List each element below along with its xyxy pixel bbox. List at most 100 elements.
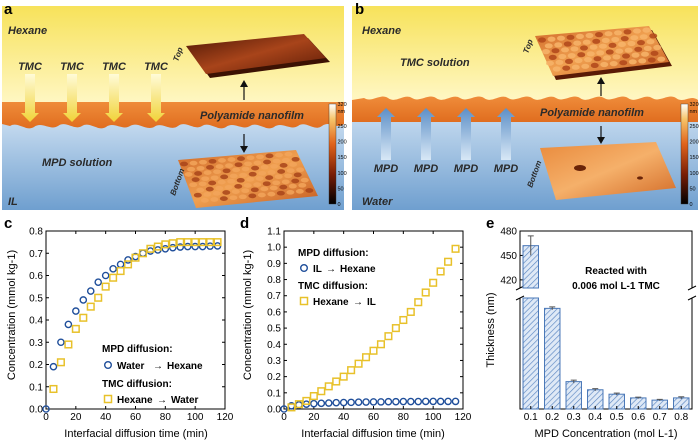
chart-c-legend-group1: MPD diffusion: <box>102 344 173 355</box>
bumpsB-grain <box>574 57 583 64</box>
bumpsB-grain <box>630 35 639 41</box>
bumpsB-grain <box>592 38 601 44</box>
bumpsA-grain <box>258 170 267 176</box>
bumpsA-grain <box>194 171 203 176</box>
bumpsB-grain <box>552 66 561 72</box>
chartC-series-0-point <box>183 242 192 251</box>
bumpsA-grain <box>253 182 262 187</box>
chartC-series-0-point <box>42 405 50 413</box>
chart-c-legend-to-1: Hexane <box>167 361 203 372</box>
chart-d-legend-marker-2 <box>299 296 309 306</box>
chart-d-legend-from-2: Hexane <box>313 297 349 308</box>
cbarB-max: 320 <box>690 102 699 108</box>
chart-e-bar <box>522 297 539 410</box>
chartD-ytick-label: 1.0 <box>267 243 281 254</box>
arrowsA-arrow <box>21 74 39 122</box>
chartD-xtick-label: 20 <box>308 412 320 423</box>
chartC-ytick-label: 0.6 <box>29 271 43 282</box>
chart-d-legend-group1: MPD diffusion: <box>298 248 369 259</box>
bumpsB-grain <box>544 43 553 49</box>
chart-c: 0 20 40 60 80 100 120 0.0 0.1 0.2 0.3 0.4 0.5 0.6 0.7 0… <box>29 227 234 424</box>
bumpsA-grain <box>193 192 202 198</box>
bumpsA-grain <box>272 180 281 186</box>
chart-d-legend-to-2: IL <box>367 297 376 308</box>
chartD-ytick-label: 0.0 <box>267 405 281 416</box>
bumpsA-grain <box>288 183 297 189</box>
chartD-series-1-point <box>287 403 296 412</box>
bumpsA-grain <box>241 166 250 172</box>
bumpsA-grain <box>284 173 293 179</box>
bumpsA-grain <box>272 158 281 164</box>
arrowsB-arrow <box>497 108 515 160</box>
bumpsB-grain <box>604 31 613 37</box>
bumpsB-grain <box>542 48 550 55</box>
bumpsA-grain <box>222 168 231 174</box>
cbarB-tick: 150 <box>690 155 699 161</box>
bumpsB-grain <box>582 39 591 45</box>
bumpsB-grain <box>633 28 641 34</box>
chartC-ytick-label: 0.2 <box>29 360 43 371</box>
chartC-series-1-point <box>138 249 148 258</box>
chart-e-frame-upper <box>519 230 693 288</box>
chartD-series-0-point <box>429 397 437 406</box>
chartD-ytick-label: 0.8 <box>267 275 281 286</box>
cbarB-tick: 200 <box>690 140 699 146</box>
chart-c-xlabel: Interfacial diffusion time (min) <box>64 428 207 440</box>
bumpsA-grain <box>295 189 304 194</box>
chart-e-axis-break <box>687 295 697 301</box>
chartD-series-0-point <box>324 399 333 407</box>
bumpsB-grain <box>614 30 622 36</box>
bumpsB-grain <box>612 54 621 60</box>
cbarA-unit: nm <box>338 109 346 115</box>
chart-e-xtick-label: 0.1 <box>524 412 538 423</box>
bumpsA-grain <box>265 175 274 180</box>
chartC-series-1-point <box>131 253 140 262</box>
chartD-series-1-point <box>339 372 348 381</box>
bumpsA-grain <box>219 196 228 201</box>
bumpsB-grain <box>638 58 647 64</box>
chart-e: 420 450 480 0.1 0.2 0.3 0.4 0.5 0.6 0.7 0.8 <box>500 227 697 423</box>
chart-c-legend-arrow-2: → <box>157 395 167 406</box>
bumpsB-grain <box>585 32 594 39</box>
chartD-series-1-point <box>309 392 318 401</box>
bumpsA-grain <box>253 160 262 166</box>
bumpsA-grain <box>232 167 241 173</box>
arrowsA-arrow-label: TMC <box>60 61 85 73</box>
bumpsA-grain <box>224 184 233 190</box>
chartD-series-0-point <box>347 398 355 407</box>
panel-b-solution-label: TMC solution <box>400 57 470 69</box>
chartD-series-1-point <box>451 244 460 253</box>
panel-a-top-phase-label: Hexane <box>8 25 47 37</box>
chart-d: 0 20 40 60 80 100 120 0.0 0.1 0.2 0.3 0.4 0.5 0.6 0.7 0… <box>267 227 472 424</box>
bumpsB-grain <box>650 50 659 56</box>
bumpsA-grain <box>286 189 295 195</box>
arrowsB-arrow-label: MPD <box>414 163 439 175</box>
panel-e-letter: e <box>486 215 494 232</box>
bumpsA-grain <box>215 164 224 169</box>
chartD-ytick-label: 0.1 <box>267 388 281 399</box>
bumpsB-grain <box>628 59 637 65</box>
chartC-xtick-label: 0 <box>43 412 49 423</box>
bumpsA-grain <box>203 191 212 197</box>
bumpsA-grain <box>276 190 285 196</box>
chartD-series-1-point <box>354 359 363 368</box>
bumpsA-grain <box>198 181 207 187</box>
chartD-series-0-point <box>339 398 348 407</box>
chartD-series-1-point <box>324 382 333 391</box>
bumpsA-grain <box>238 194 247 200</box>
chartC-series-0-point <box>161 244 170 253</box>
chartC-series-1-point <box>206 238 215 247</box>
arrowsB-arrow-label: MPD <box>494 163 519 175</box>
bumpsA-grain <box>180 161 188 167</box>
bumpsA-grain <box>208 180 217 186</box>
bumpsA-grain <box>269 185 278 191</box>
bumpsB-grain <box>642 27 651 33</box>
bumpsB-grain <box>577 52 586 58</box>
panel-d-letter: d <box>240 215 249 232</box>
bumpsA-grain <box>227 157 236 162</box>
chartC-series-1-point <box>79 313 88 322</box>
chartC-series-1-point <box>86 302 95 311</box>
cbarA-tick: 0 <box>338 202 341 208</box>
bumpsB-grain <box>563 41 572 47</box>
arrowsA-arrow-label: TMC <box>18 61 43 73</box>
